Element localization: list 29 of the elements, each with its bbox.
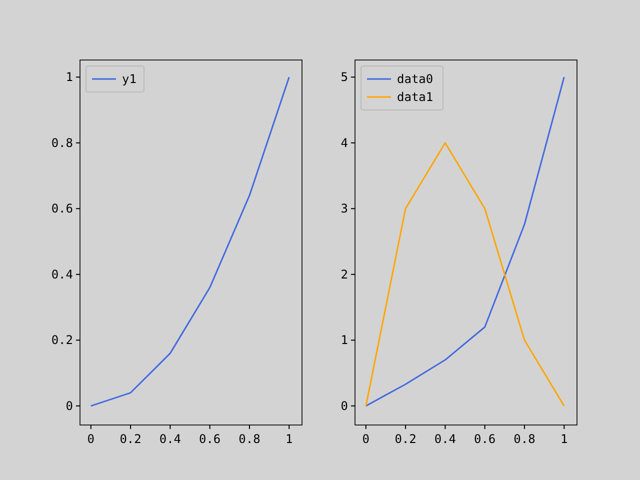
x-tick-label: 0.2: [394, 432, 416, 446]
x-tick-label: 0.6: [198, 432, 221, 446]
x-tick-label: 0.8: [238, 432, 260, 446]
legend-label: data0: [397, 72, 434, 86]
x-tick-label: 0.4: [159, 432, 182, 446]
x-tick-label: 1: [560, 432, 568, 446]
y-tick-label: 0.2: [51, 333, 73, 348]
y-tick-label: 0.4: [51, 267, 73, 282]
line-series: [365, 142, 565, 407]
y-tick-label: 5: [340, 70, 348, 84]
x-tick-label: 0.2: [120, 432, 142, 446]
y-tick-label: 4: [340, 136, 348, 150]
legend-label: y1: [122, 72, 136, 86]
line-series: [90, 76, 290, 407]
y-tick-label: 1: [66, 70, 73, 84]
x-tick-label: 0: [362, 432, 370, 446]
y-tick-label: 0.6: [51, 202, 73, 216]
x-tick-label: 0.8: [514, 432, 536, 446]
y-tick-label: 0: [66, 398, 73, 413]
y-tick-label: 1: [340, 333, 348, 348]
x-tick-label: 0.4: [434, 432, 456, 446]
y-tick-label: 2: [340, 267, 348, 282]
y-tick-label: 0.8: [51, 136, 73, 150]
x-tick-label: 1: [286, 432, 293, 446]
y-tick-label: 0: [340, 398, 348, 413]
x-tick-label: 0.6: [474, 432, 496, 446]
y-tick-label: 3: [340, 202, 348, 216]
legend-label: data1: [397, 90, 434, 104]
x-tick-label: 0: [87, 432, 95, 446]
